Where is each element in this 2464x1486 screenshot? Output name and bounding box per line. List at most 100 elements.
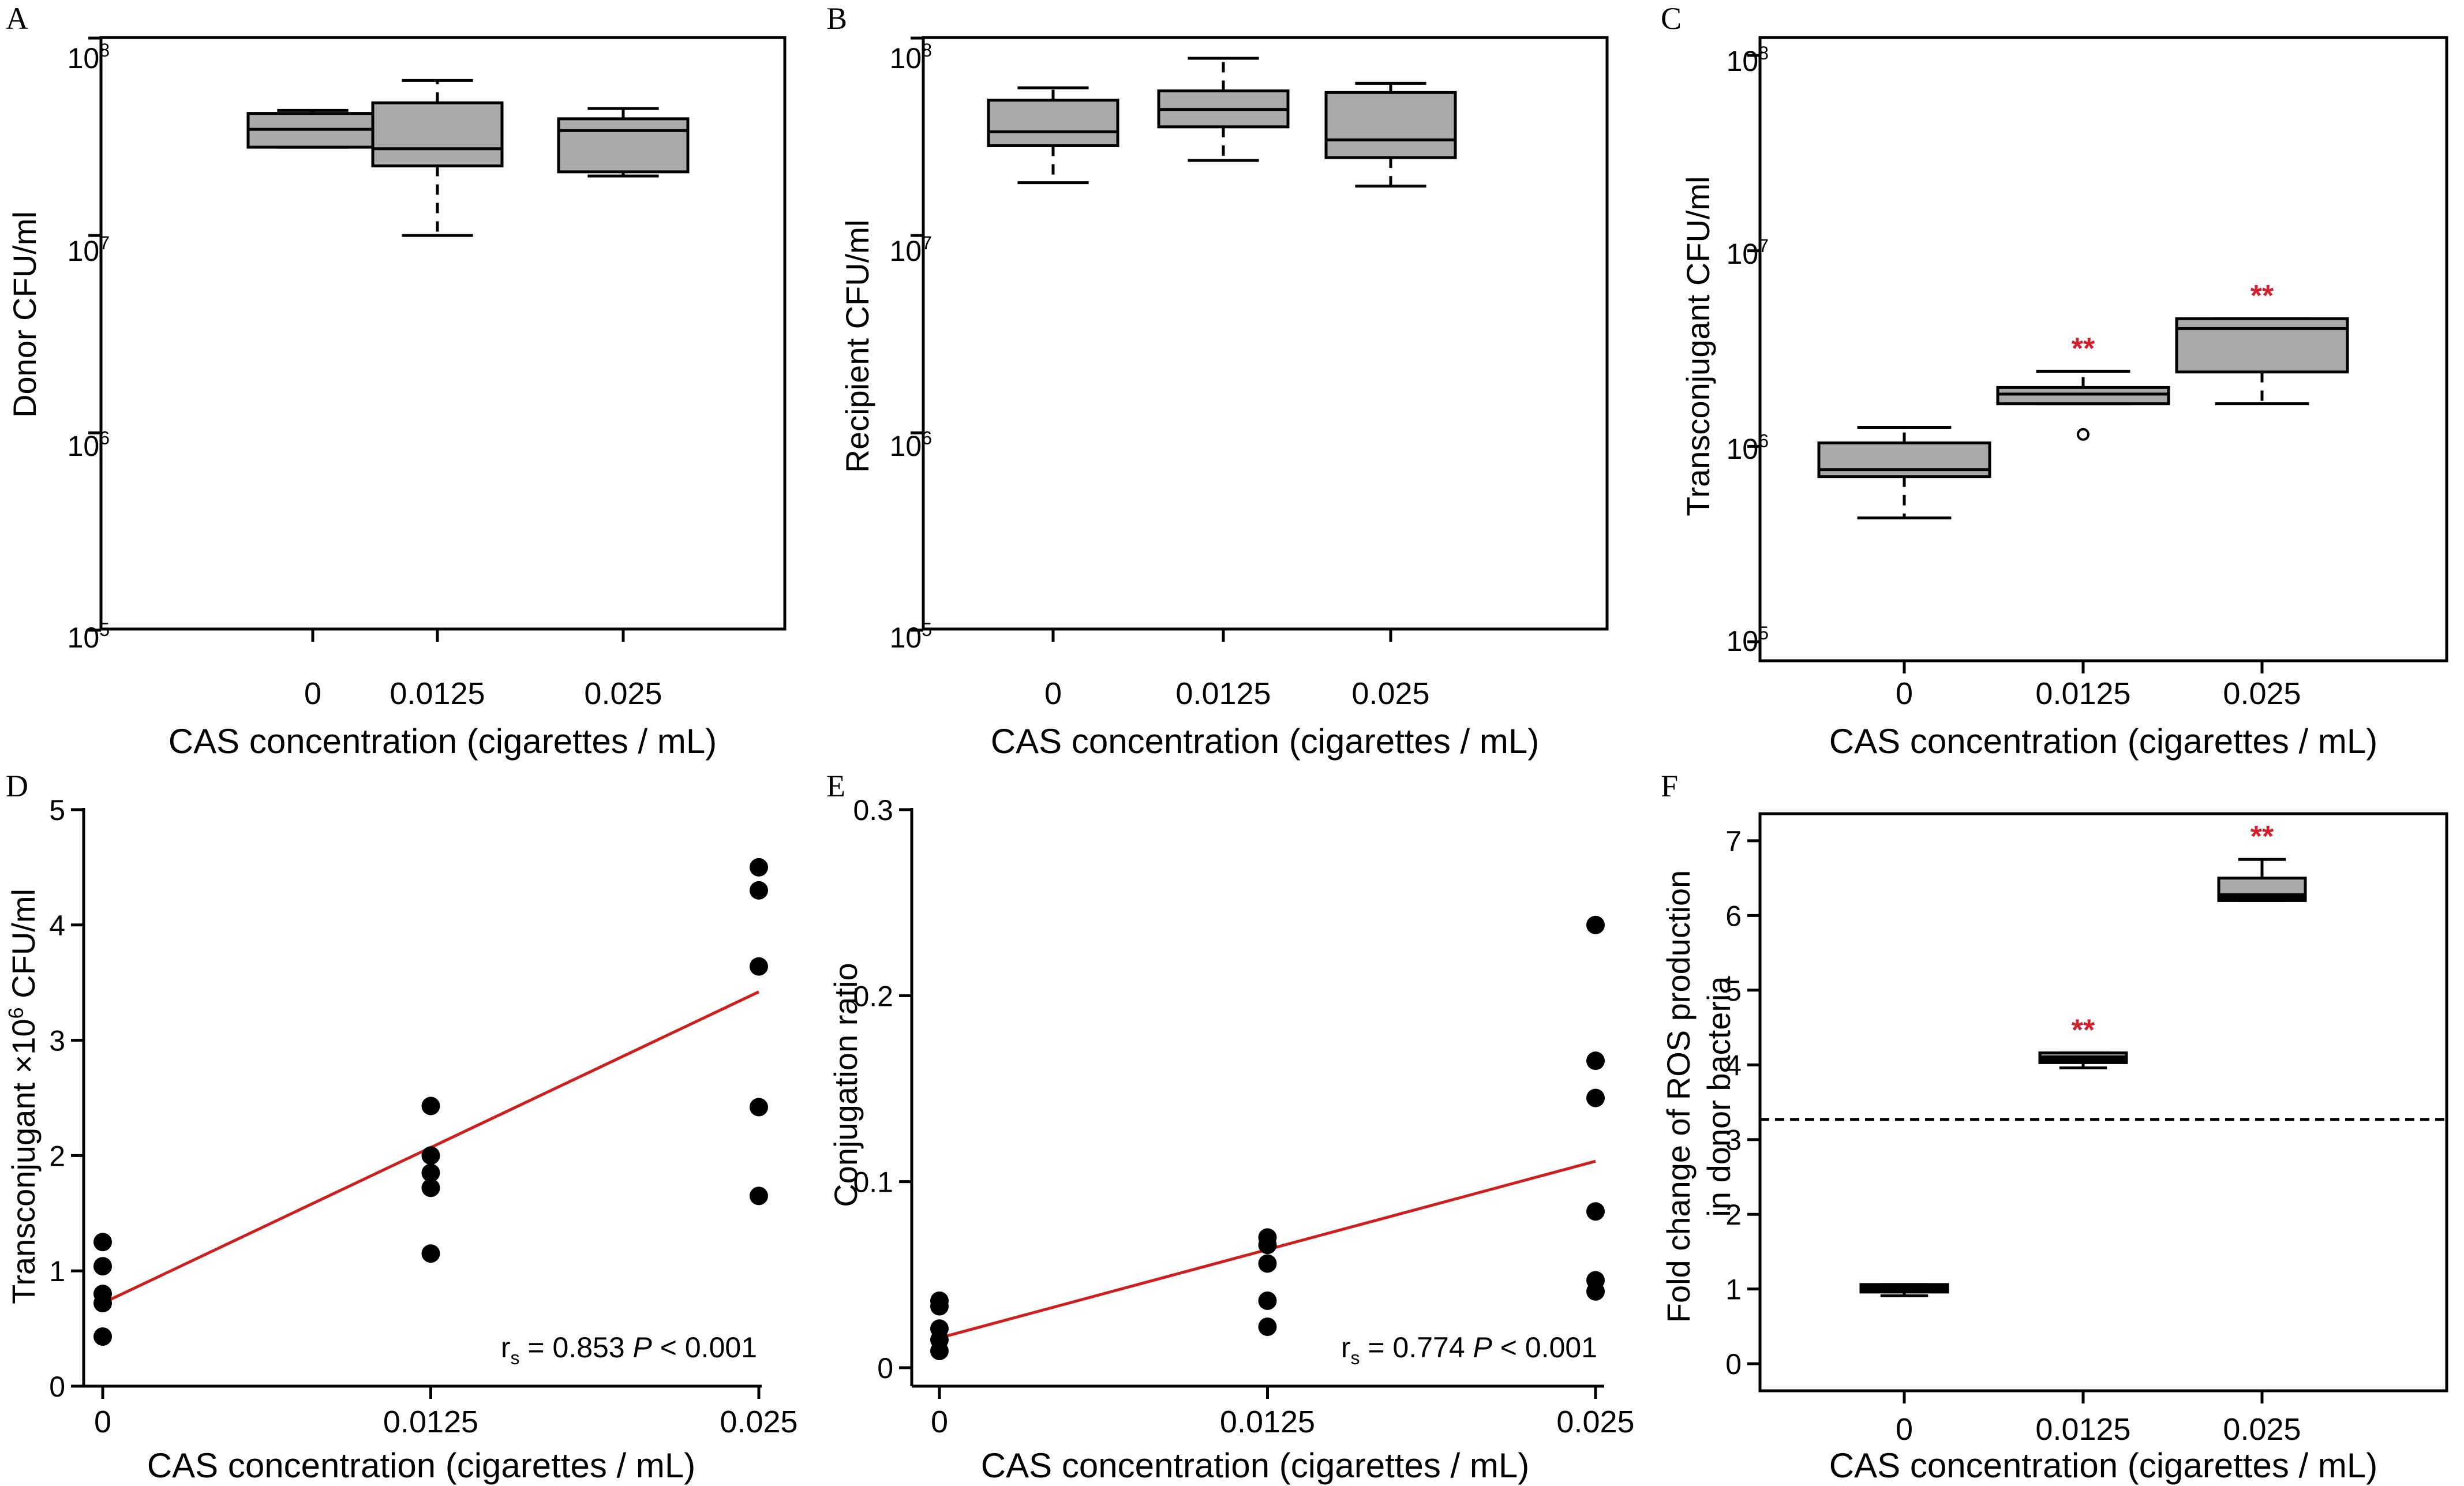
y-axis-label-line1: Fold change of ROS production [1660,870,1697,1323]
panel-f: F Fold change of ROS production in donor… [1660,769,2448,1485]
x-axis-label: CAS concentration (cigarettes / mL) [1829,722,2377,761]
x-axis-label: CAS concentration (cigarettes / mL) [147,1446,695,1485]
data-point [750,1186,768,1206]
panel-d: D Transconjugant ×106 CFU/ml CAS concent… [4,769,798,1485]
data-point [750,858,768,877]
data-point [421,1244,440,1263]
boxes: ** ** [1760,820,2447,1297]
y-axis-label: Conjugation ratio [827,963,864,1207]
x-axis-label: CAS concentration (cigarettes / mL) [168,722,717,761]
y-tick-label: 108 [68,40,110,74]
y-axis-label: Transconjugant CFU/ml [1680,176,1716,516]
data-point [421,1096,440,1116]
axis-ticks [911,36,1392,642]
axis-ticks: 0 1 2 3 4 5 0 0.0125 0.025 [49,794,797,1439]
y-tick-label: 3 [1725,1124,1742,1156]
x-tick-label: 0.025 [2223,1412,2301,1447]
plot-frame [1758,812,2448,1393]
y-tick-label: 7 [1725,825,1742,858]
y-axis-label: Donor CFU/ml [6,211,43,418]
data-point [1258,1317,1277,1337]
x-tick-label: 0.0125 [383,1405,478,1439]
y-tick-label: 0 [877,1352,893,1384]
data-point [750,957,768,976]
y-tick-label: 106 [890,428,932,462]
y-axis-label-line2: in donor bacteria [1701,976,1737,1217]
panel-label-b: B [826,1,847,36]
data-point [93,1327,112,1346]
data-point [750,881,768,900]
data-point [930,1341,949,1360]
data-point [1258,1291,1277,1310]
y-tick-label: 106 [68,428,110,462]
correlation-stat: rs = 0.853 P < 0.001 [501,1331,757,1368]
box [557,117,690,174]
boxes [246,78,690,237]
y-tick-label: 105 [1727,623,1769,657]
y-tick-label: 108 [1727,43,1769,77]
data-point [750,1098,768,1117]
axis-ticks [1747,54,2264,673]
y-tick-label: 2 [49,1140,65,1172]
y-tick-label: 107 [890,233,932,267]
data-point [421,1146,440,1165]
plot-frame [922,36,1609,631]
panel-c: C 105 106 107 108 Transconjugant CFU/ml … [1661,1,2448,761]
panel-a: A 105 106 107 108 Donor CFU/ml 0 0.0125 … [6,1,787,761]
box [1996,385,2170,406]
y-tick-label: 1 [49,1255,65,1287]
panel-label-d: D [6,769,28,803]
x-tick-label: 0.025 [584,676,662,711]
y-tick-label: 0 [49,1371,65,1403]
box [987,98,1119,147]
box [2175,317,2349,374]
x-tick-label: 0 [1044,676,1062,711]
scatter-points [930,915,1605,1360]
x-tick-label: 0 [1896,676,1913,711]
x-tick-label: 0.0125 [2035,676,2130,711]
significance-marker: ** [2250,820,2274,854]
significance-marker: ** [2072,332,2095,365]
y-tick-label: 4 [1725,1049,1742,1081]
y-tick-label: 4 [49,909,65,942]
significance-marker: ** [2072,1014,2095,1047]
x-axis-label: CAS concentration (cigarettes / mL) [981,1446,1529,1485]
y-tick-label: 107 [68,233,110,267]
x-tick-label: 0.0125 [1220,1405,1315,1439]
data-point [1586,915,1605,934]
y-tick-label: 2 [1725,1199,1742,1231]
outlier-point [2077,428,2089,441]
boxes: ** ** [1817,279,2349,519]
panel-label-c: C [1661,1,1682,36]
data-point [93,1294,112,1313]
data-point [1586,1051,1605,1070]
data-point [930,1297,949,1316]
y-tick-label: 3 [49,1025,65,1057]
panel-b: B 105 106 107 108 Recipient CFU/ml 0 0.0… [826,1,1609,761]
data-point [1586,1202,1605,1221]
axis-ticks: 0 1 2 3 4 5 6 7 [1725,825,2264,1403]
significance-marker: ** [2250,279,2274,313]
y-tick-label: 107 [1727,235,1769,270]
boxes [987,57,1457,188]
x-tick-label: 0 [1896,1412,1913,1447]
y-tick-label: 1 [1725,1274,1742,1306]
y-tick-label: 108 [890,40,932,74]
axis-ticks: 0 0.1 0.2 0.3 0 0.0125 0.025 [853,794,1634,1439]
y-tick-label: 0 [1725,1348,1742,1380]
x-axis-label: CAS concentration (cigarettes / mL) [991,722,1539,761]
data-point [1258,1254,1277,1273]
plot-frame [1758,36,2448,662]
plot-frame [99,36,787,631]
y-axis-label: Transconjugant ×106 CFU/ml [4,889,42,1304]
x-tick-label: 0 [94,1405,111,1439]
box [371,101,504,168]
x-tick-label: 0.0125 [1175,676,1271,711]
y-tick-label: 106 [1727,431,1769,465]
y-tick-label: 0.3 [853,794,893,826]
data-point [93,1233,112,1252]
x-axis-label: CAS concentration (cigarettes / mL) [1829,1446,2377,1485]
x-tick-label: 0 [304,676,321,711]
y-tick-label: 0.2 [853,980,893,1012]
